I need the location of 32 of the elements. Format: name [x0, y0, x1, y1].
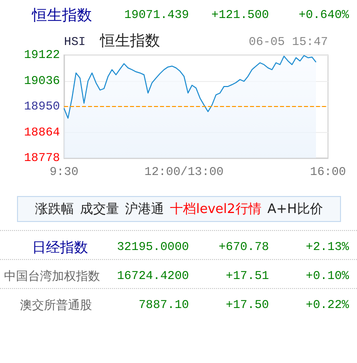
text: 06-05 15:47: [248, 35, 328, 49]
text: 16724.4200: [116, 269, 189, 283]
text: 十档level2行情: [170, 201, 262, 218]
y-tick-label: 18864: [24, 125, 60, 140]
chart-title: 恒生指数: [32, 6, 92, 25]
text: 成交量: [80, 201, 120, 218]
text: +0.10%: [306, 269, 349, 283]
text: 恒生指数: [99, 32, 160, 50]
text: 7887.10: [138, 298, 189, 312]
text: +0.22%: [306, 298, 349, 312]
y-tick-label: 18950: [24, 100, 60, 114]
text: +670.78: [218, 240, 269, 254]
x-tick-label: 9:30: [50, 165, 78, 179]
text: +17.50: [226, 298, 269, 312]
text: 涨跌幅: [35, 201, 74, 218]
text: 日经指数: [32, 239, 88, 257]
text: 中国台湾加权指数: [4, 268, 100, 285]
text: +121.500: [211, 8, 269, 22]
text: +2.13%: [306, 240, 349, 254]
text: 32195.0000: [116, 240, 189, 254]
y-tick-label: 19036: [24, 74, 60, 88]
text: 19071.439: [124, 8, 189, 22]
y-tick-label: 18778: [24, 151, 60, 165]
text: +0.640%: [298, 8, 349, 22]
text: +17.51: [226, 269, 269, 283]
x-tick-label: 16:00: [310, 165, 346, 179]
x-tick-label: 12:00/13:00: [144, 165, 224, 179]
text: HSI: [64, 35, 86, 49]
text: A+H比价: [267, 201, 323, 218]
text: 澳交所普通股: [20, 297, 92, 314]
text: 沪港通: [125, 201, 164, 218]
y-tick-label: 19122: [24, 48, 60, 62]
